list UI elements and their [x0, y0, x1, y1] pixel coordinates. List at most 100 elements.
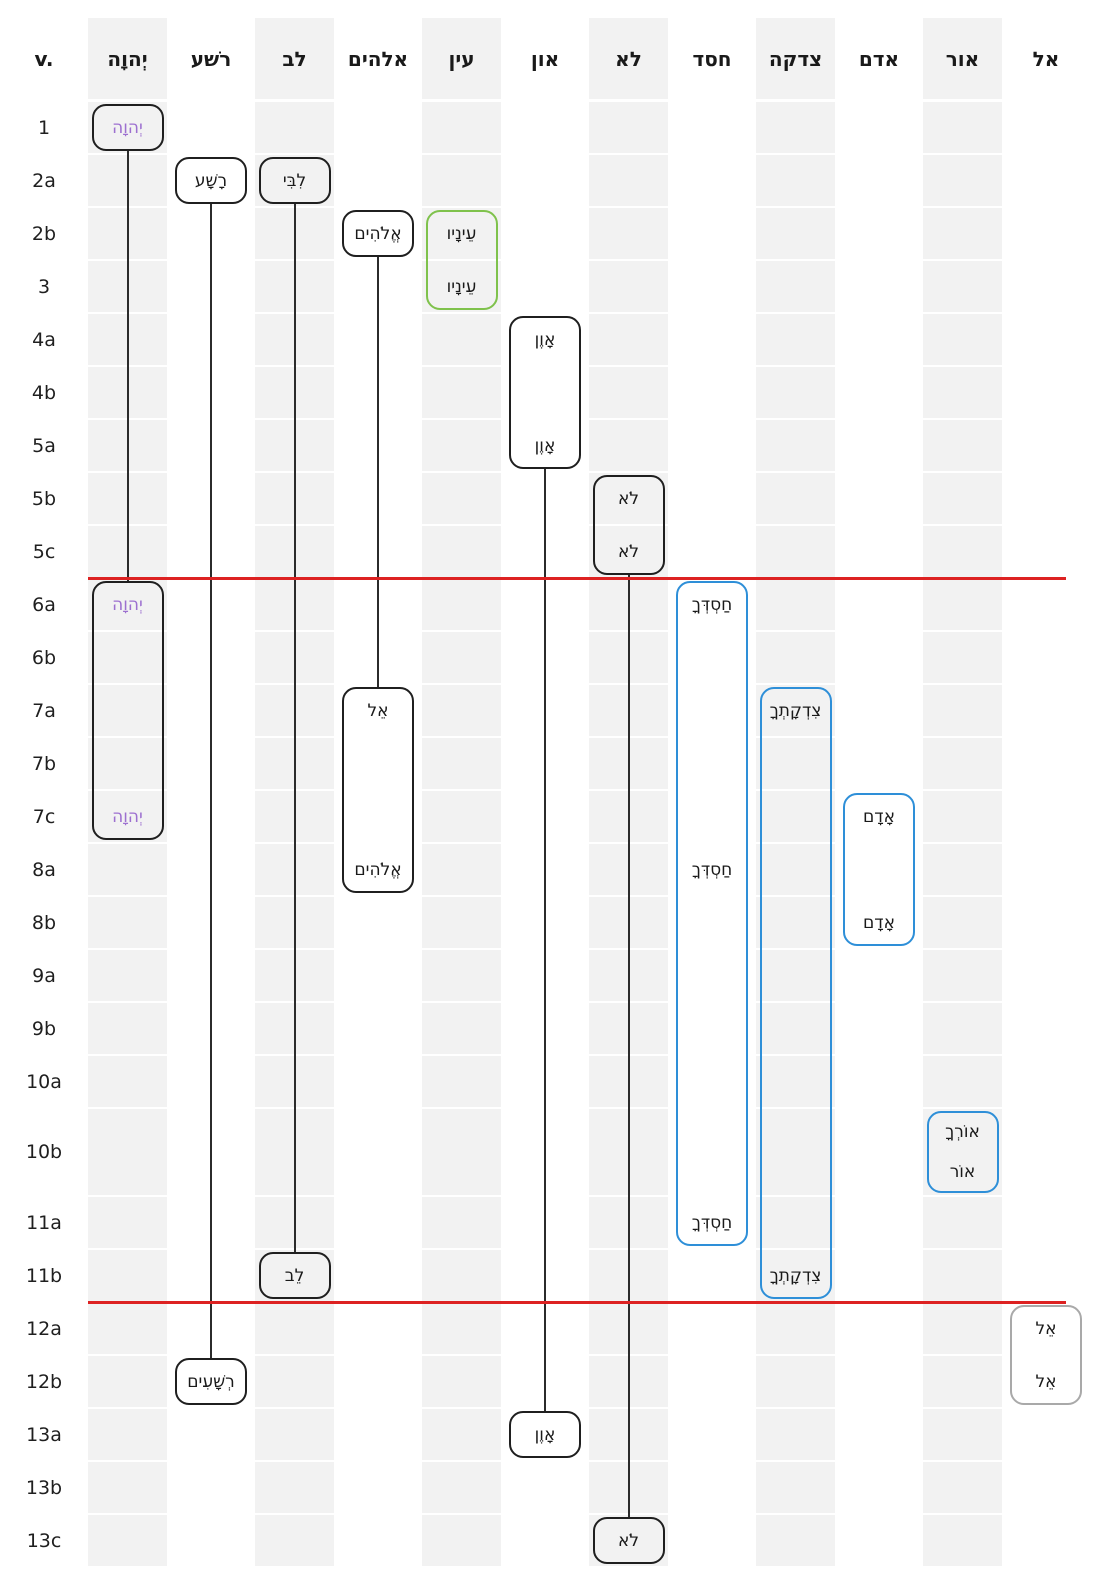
column-header-or: אור	[945, 46, 980, 71]
column-shade-cell	[756, 102, 835, 153]
column-shade-cell	[88, 1197, 167, 1248]
column-header-rasha: רשׁע	[190, 46, 232, 71]
column-shade-cell	[88, 685, 167, 736]
column-shade-cell	[255, 1409, 334, 1460]
section-divider	[88, 1300, 1066, 1304]
column-shade-cell	[923, 632, 1002, 683]
column-shade-cell	[756, 1515, 835, 1566]
row-label-3: 3	[37, 275, 51, 298]
column-shade-cell	[88, 18, 167, 99]
word-occurrence: עֵינָיו	[446, 223, 477, 244]
word-occurrence: אָדָם	[863, 806, 895, 827]
column-shade-cell	[88, 1109, 167, 1195]
row-label-11b: 11b	[25, 1264, 63, 1287]
column-shade-cell	[923, 1462, 1002, 1513]
column-shade-cell	[88, 1356, 167, 1407]
column-shade-cell	[422, 18, 501, 99]
column-shade-cell	[422, 1462, 501, 1513]
word-occurrence: יְהוָה	[112, 806, 143, 827]
word-box-rasha-12b	[175, 1358, 247, 1405]
column-shade-cell	[255, 18, 334, 99]
column-shade-cell	[422, 1197, 501, 1248]
column-shade-cell	[923, 155, 1002, 206]
word-box-lo-13c	[592, 1517, 665, 1564]
column-shade-cell	[255, 1303, 334, 1354]
column-shade-cell	[88, 897, 167, 948]
word-box-yhwh-1	[91, 104, 164, 151]
connector-line-aven	[544, 469, 546, 1411]
column-shade-cell	[255, 102, 334, 153]
word-box-ayin-2b	[425, 210, 498, 310]
column-shade-cell	[422, 791, 501, 842]
word-occurrence: אֵל	[1035, 1371, 1057, 1392]
word-occurrence: אָוֶן	[534, 329, 556, 350]
column-shade-cell	[923, 1409, 1002, 1460]
column-shade-cell	[88, 1250, 167, 1301]
column-shade-cell	[756, 632, 835, 683]
column-shade-cell	[756, 314, 835, 365]
word-box-rasha-2a	[175, 157, 247, 204]
column-shade-cell	[756, 1303, 835, 1354]
word-box-elohim-2b	[342, 210, 414, 257]
word-occurrence: לֵב	[284, 1265, 305, 1286]
column-shade-cell	[589, 420, 668, 471]
column-shade-cell	[923, 526, 1002, 577]
column-shade-cell	[422, 1056, 501, 1107]
row-label-6a: 6a	[32, 593, 56, 616]
row-label-4a: 4a	[32, 328, 56, 351]
column-shade-cell	[422, 102, 501, 153]
column-shade-cell	[422, 1250, 501, 1301]
row-label-2b: 2b	[31, 222, 57, 245]
row-label-13c: 13c	[26, 1529, 62, 1552]
word-occurrence: יְהוָה	[112, 117, 143, 138]
column-shade-cell	[756, 261, 835, 312]
column-shade-cell	[422, 526, 501, 577]
column-shade-cell	[923, 1356, 1002, 1407]
row-label-2a: 2a	[32, 169, 56, 192]
column-shade-cell	[923, 897, 1002, 948]
word-box-elohim-7a	[342, 687, 414, 893]
word-occurrence: אָדָם	[863, 912, 895, 933]
word-box-aven-13a	[509, 1411, 581, 1458]
word-occurrence: יְהוָה	[112, 594, 143, 615]
word-occurrence: צִדְקָתְךָ	[769, 700, 822, 721]
column-shade-cell	[589, 18, 668, 99]
column-shade-cell	[422, 367, 501, 418]
word-occurrence: לִבִּי	[282, 170, 307, 191]
word-occurrence: חַסְדְּךָ	[691, 859, 733, 880]
word-occurrence: אֵל	[367, 700, 389, 721]
column-shade-cell	[923, 738, 1002, 789]
column-shade-cell	[756, 1003, 835, 1054]
column-shade-cell	[923, 420, 1002, 471]
column-header-yhwh: יְהוָה	[107, 46, 148, 71]
word-occurrence: רָשָׁע	[194, 170, 228, 191]
column-shade-cell	[756, 1109, 835, 1195]
column-shade-cell	[589, 155, 668, 206]
column-shade-cell	[422, 844, 501, 895]
column-shade-cell	[756, 526, 835, 577]
word-box-tzedaqah-7a	[759, 687, 832, 1299]
column-shade-cell	[923, 950, 1002, 1001]
column-header-lo: לא	[615, 46, 642, 71]
word-occurrence: אוֹר	[949, 1162, 976, 1182]
column-shade-cell	[422, 950, 501, 1001]
column-shade-cell	[422, 632, 501, 683]
column-shade-cell	[756, 1462, 835, 1513]
section-divider	[88, 576, 1066, 580]
word-occurrence: חַסְדְּךָ	[691, 594, 733, 615]
row-label-12a: 12a	[26, 1317, 62, 1340]
column-header-chesed: חסד	[692, 46, 732, 71]
word-occurrence: צִדְקָתְךָ	[769, 1265, 822, 1286]
row-label-8a: 8a	[32, 858, 56, 881]
word-box-lo-5b	[592, 475, 665, 575]
word-occurrence: לֹא	[617, 541, 640, 562]
column-header-tzedaqah: צדקה	[768, 46, 823, 71]
column-shade-cell	[422, 897, 501, 948]
column-shade-cell	[923, 18, 1002, 99]
row-label-10b: 10b	[25, 1141, 63, 1163]
word-occurrence: אֱלֹהִים	[354, 859, 402, 880]
column-header-lev: לב	[282, 46, 307, 71]
word-occurrence: לֹא	[617, 1530, 640, 1551]
word-occurrence: חַסְדְּךָ	[691, 1212, 733, 1233]
column-shade-cell	[923, 208, 1002, 259]
